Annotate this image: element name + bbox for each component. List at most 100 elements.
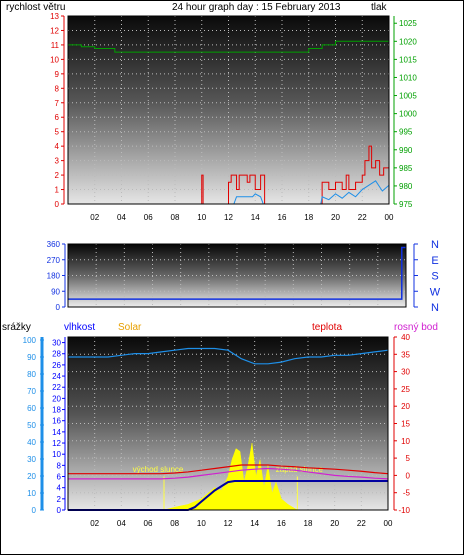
- x-tick-label: 22: [357, 519, 366, 528]
- rain-tick-label: 50: [27, 421, 36, 430]
- x-tick-label: 06: [144, 213, 153, 222]
- x-tick-label: 00: [384, 519, 393, 528]
- sunrise-label: východ slunce: [133, 465, 184, 474]
- x-tick-label: 12: [224, 519, 233, 528]
- humidity-tick-label: 28: [52, 350, 61, 359]
- wind-tick-label: 13: [50, 12, 59, 21]
- rain-tick-label: 10: [27, 489, 36, 498]
- chart-title: 24 hour graph day : 15 February 2013: [172, 2, 341, 13]
- pressure-axis-label: tlak: [371, 2, 388, 13]
- x-tick-label: 18: [304, 519, 313, 528]
- x-tick-label: 08: [170, 519, 179, 528]
- x-tick-label: 06: [144, 519, 153, 528]
- x-tick-label: 04: [117, 519, 126, 528]
- solar-axis-label: Solar: [118, 322, 142, 333]
- pressure-line: [68, 40, 389, 53]
- x-tick-label: 02: [90, 213, 99, 222]
- temperature-tick-label: 10: [401, 437, 410, 446]
- pressure-tick-label: 1005: [399, 92, 417, 101]
- x-tick-label: 00: [385, 213, 394, 222]
- humidity-axis-label: vlhkost: [64, 322, 95, 333]
- x-tick-label: 02: [90, 519, 99, 528]
- wind-tick-label: 8: [55, 84, 60, 93]
- pressure-tick-label: 1025: [399, 19, 417, 28]
- pressure-tick-label: 975: [399, 200, 413, 209]
- x-tick-label: 18: [304, 213, 313, 222]
- rain-tick-label: 90: [27, 353, 36, 362]
- direction-tick-label: 180: [47, 272, 61, 281]
- humidity-tick-label: 24: [52, 372, 61, 381]
- temperature-line: [68, 464, 389, 475]
- humidity-tick-label: 18: [52, 406, 61, 415]
- temperature-tick-label: 5: [406, 454, 411, 463]
- x-tick-label: 16: [277, 519, 286, 528]
- compass-tick-label: W: [430, 286, 441, 298]
- pressure-tick-label: 1000: [399, 110, 417, 119]
- humidity-tick-label: 22: [52, 383, 61, 392]
- pressure-tick-label: 985: [399, 164, 413, 173]
- temperature-tick-label: 15: [401, 420, 410, 429]
- direction-tick-label: 270: [47, 256, 61, 265]
- wind-tick-label: 9: [55, 70, 60, 79]
- rain-tick-label: 40: [27, 438, 36, 447]
- x-tick-label: 14: [250, 519, 259, 528]
- wind-tick-label: 12: [50, 26, 59, 35]
- rain-tick-label: 20: [27, 472, 36, 481]
- wind-tick-label: 1: [55, 186, 60, 195]
- compass-tick-label: E: [431, 255, 438, 267]
- x-tick-label: 10: [197, 519, 206, 528]
- humidity-tick-label: 6: [57, 473, 62, 482]
- compass-tick-label: N: [431, 239, 439, 251]
- rain-tick-label: 70: [27, 387, 36, 396]
- rain-axis-label: srážky: [2, 322, 31, 333]
- pressure-tick-label: 1010: [399, 73, 417, 82]
- x-tick-label: 16: [278, 213, 287, 222]
- pressure-tick-label: 1020: [399, 37, 417, 46]
- wind-average-line: [68, 180, 390, 205]
- wind-pressure-panel: 0123456789101112139759809859909951000100…: [50, 12, 417, 222]
- dewpoint-axis-label: rosný bod: [394, 322, 438, 333]
- pressure-tick-label: 1015: [399, 55, 417, 64]
- humidity-tick-label: 2: [57, 495, 62, 504]
- direction-tick-label: 360: [47, 240, 61, 249]
- x-tick-label: 04: [117, 213, 126, 222]
- wind-tick-label: 4: [55, 142, 60, 151]
- wind-gust-line: [68, 145, 390, 205]
- wind-tick-label: 10: [50, 55, 59, 64]
- pressure-tick-label: 995: [399, 128, 413, 137]
- temperature-tick-label: 35: [401, 350, 410, 359]
- rain-tick-label: 80: [27, 370, 36, 379]
- temperature-tick-label: 20: [401, 402, 410, 411]
- humidity-tick-label: 20: [52, 394, 61, 403]
- x-tick-label: 22: [358, 213, 367, 222]
- x-tick-label: 10: [197, 213, 206, 222]
- temperature-tick-label: 40: [401, 333, 410, 342]
- compass-tick-label: N: [431, 302, 439, 314]
- humidity-tick-label: 30: [52, 339, 61, 348]
- humidity-tick-label: 14: [52, 428, 61, 437]
- plot-border: [67, 336, 389, 511]
- humidity-tick-label: 10: [52, 450, 61, 459]
- direction-tick-label: 90: [51, 287, 60, 296]
- humidity-tick-label: 4: [57, 484, 62, 493]
- plot-border: [67, 243, 407, 308]
- temperature-tick-label: 30: [401, 368, 410, 377]
- dewpoint-line: [68, 467, 389, 480]
- sunset-label: západ slunce: [276, 465, 324, 474]
- temperature-tick-label: -10: [398, 506, 410, 515]
- solar-area: [163, 442, 299, 511]
- wind-tick-label: 7: [55, 99, 60, 108]
- x-tick-label: 20: [331, 213, 340, 222]
- humidity-line: [68, 347, 389, 365]
- humidity-tick-label: 0: [57, 506, 62, 515]
- rain-tick-label: 100: [23, 336, 37, 345]
- wind-direction-line: [68, 246, 406, 300]
- rain-tick-label: 60: [27, 404, 36, 413]
- plot-border: [67, 15, 390, 205]
- compass-tick-label: S: [431, 271, 438, 283]
- wind-tick-label: 5: [55, 128, 60, 137]
- temperature-tick-label: 25: [401, 385, 410, 394]
